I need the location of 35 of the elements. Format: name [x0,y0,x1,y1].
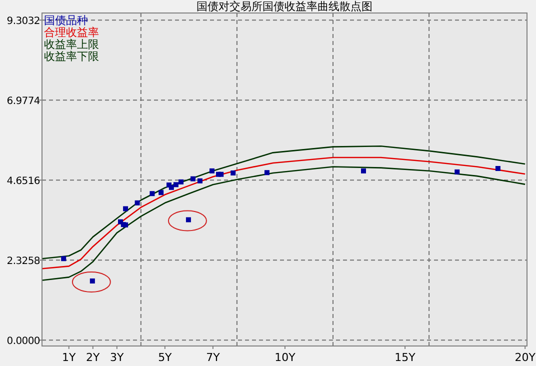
point [173,182,178,188]
point [190,176,196,182]
x-tick-label: 7Y [206,351,220,364]
point [61,256,66,262]
x-tick-label: 1Y [62,351,76,364]
point [150,191,155,196]
point [264,170,270,176]
legend: 国债品种 合理收益率 收益率上限 收益率下限 [44,14,99,63]
point [123,222,128,228]
y-tick-label: 6.9774 [6,96,40,108]
point [186,217,191,222]
point [454,169,460,174]
point [158,190,164,196]
y-tick-label: 0.0000 [6,336,40,348]
point [178,179,184,184]
x-tick-label: 15Y [394,351,416,364]
point [209,168,214,174]
point [218,172,224,177]
point [90,278,95,284]
point [168,184,174,190]
point [197,178,202,184]
x-tick-label: 2Y [86,351,100,364]
point [230,170,236,176]
y-tick-label: 4.6516 [6,176,40,188]
y-tick-label: 2.3258 [6,256,40,268]
title: 国债对交易所国债收益率曲线散点图 [196,0,372,13]
x-tick-label: 10Y [274,351,296,364]
point [134,200,140,206]
x-tick-label: 20Y [514,351,536,364]
point [495,166,500,171]
point [360,168,366,174]
x-tick-label: 3Y [110,351,124,364]
y-tick-label: 9.3032 [6,16,40,28]
x-tick-label: 5Y [158,351,172,364]
point [123,206,128,212]
